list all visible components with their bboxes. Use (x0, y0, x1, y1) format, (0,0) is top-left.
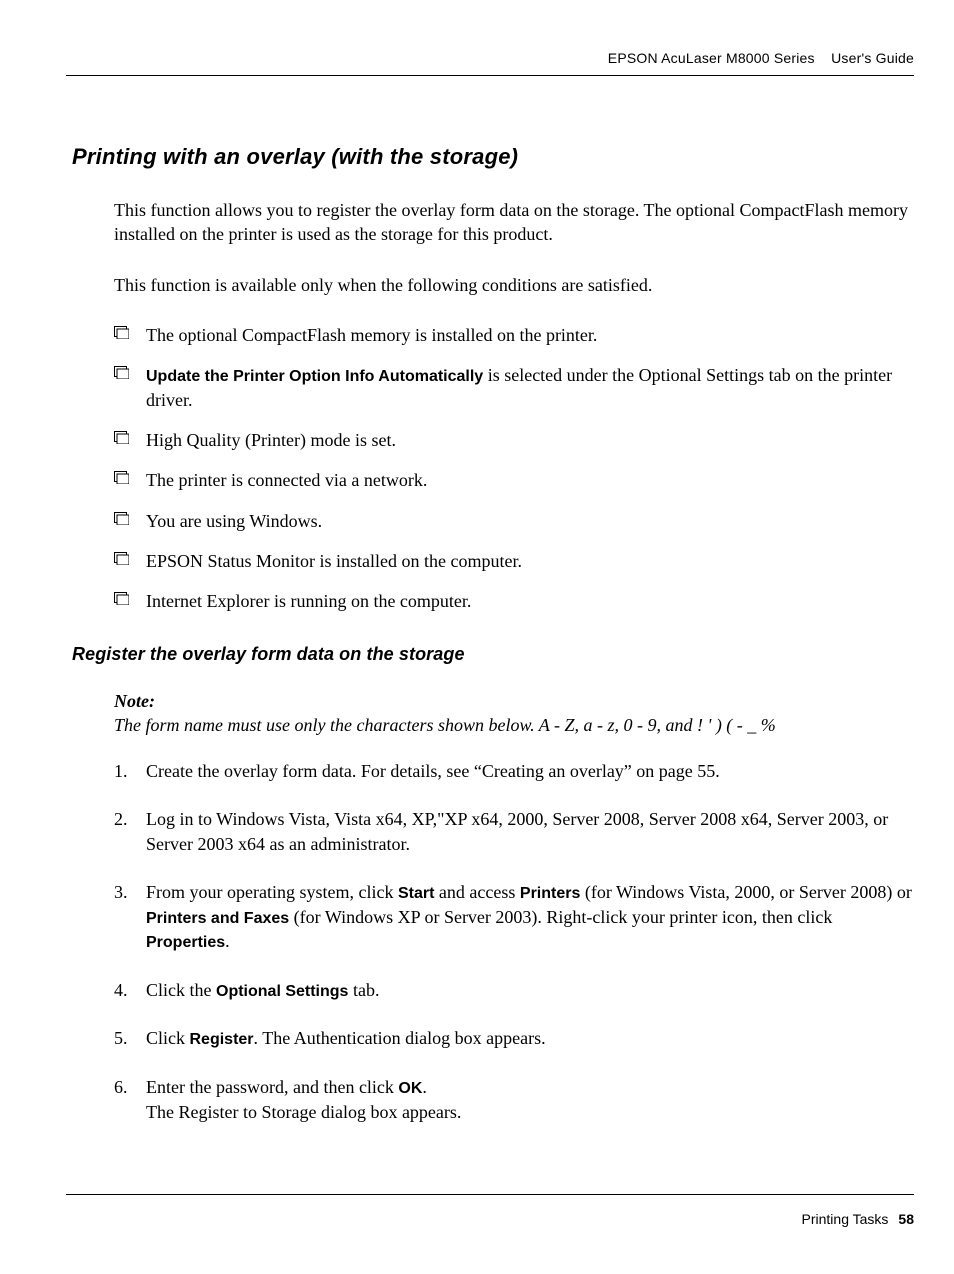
note-label: Note: (114, 689, 914, 713)
step-text: Log in to Windows Vista, Vista x64, XP,"… (146, 809, 888, 853)
header-text: EPSON AcuLaser M8000 Series User's Guide (608, 50, 914, 66)
list-item: EPSON Status Monitor is installed on the… (114, 549, 914, 573)
checkbox-icon (114, 471, 129, 484)
list-item: Update the Printer Option Info Automatic… (114, 363, 914, 412)
list-bold: Update the Printer Option Info Automatic… (146, 368, 483, 385)
step-bold: Start (398, 885, 434, 902)
step-bold: Optional Settings (216, 983, 348, 1000)
list-item: The optional CompactFlash memory is inst… (114, 323, 914, 347)
conditions-list: The optional CompactFlash memory is inst… (114, 323, 914, 614)
step-item: Click Register. The Authentication dialo… (114, 1026, 914, 1051)
note-block: Note: The form name must use only the ch… (114, 689, 914, 738)
header-product: EPSON AcuLaser M8000 Series (608, 50, 815, 66)
checkbox-icon (114, 326, 129, 339)
list-item: High Quality (Printer) mode is set. (114, 428, 914, 452)
list-item: Internet Explorer is running on the comp… (114, 589, 914, 613)
step-text: and access (434, 882, 519, 902)
list-item: The printer is connected via a network. (114, 468, 914, 492)
page-footer: Printing Tasks 58 (66, 1194, 914, 1234)
list-text: The optional CompactFlash memory is inst… (146, 325, 597, 345)
list-text: High Quality (Printer) mode is set. (146, 430, 396, 450)
page: EPSON AcuLaser M8000 Series User's Guide… (0, 0, 954, 1274)
footer-text: Printing Tasks 58 (802, 1211, 914, 1227)
content: Printing with an overlay (with the stora… (0, 76, 954, 1124)
step-item: Click the Optional Settings tab. (114, 978, 914, 1003)
step-text: Enter the password, and then click (146, 1077, 398, 1097)
checkbox-icon (114, 366, 129, 379)
step-bold: Register (190, 1031, 254, 1048)
step-text: Click the (146, 980, 216, 1000)
section-title: Printing with an overlay (with the stora… (72, 144, 914, 170)
checkbox-icon (114, 552, 129, 565)
intro-para-1: This function allows you to register the… (114, 198, 914, 247)
step-bold: Printers and Faxes (146, 910, 289, 927)
step-bold: Properties (146, 934, 225, 951)
step-text: From your operating system, click (146, 882, 398, 902)
step-text: (for Windows Vista, 2000, or Server 2008… (580, 882, 911, 902)
step-text: tab. (348, 980, 379, 1000)
header-doc-type: User's Guide (831, 50, 914, 66)
subsection-title: Register the overlay form data on the st… (72, 644, 914, 665)
step-item: Create the overlay form data. For detail… (114, 759, 914, 783)
list-item: You are using Windows. (114, 509, 914, 533)
step-item: From your operating system, click Start … (114, 880, 914, 954)
step-bold: Printers (520, 885, 580, 902)
step-bold: OK (398, 1080, 422, 1097)
step-item: Log in to Windows Vista, Vista x64, XP,"… (114, 807, 914, 856)
list-text: You are using Windows. (146, 511, 322, 531)
steps-list: Create the overlay form data. For detail… (114, 759, 914, 1124)
note-body: The form name must use only the characte… (114, 713, 914, 737)
checkbox-icon (114, 431, 129, 444)
step-text: Create the overlay form data. For detail… (146, 761, 720, 781)
list-text: Internet Explorer is running on the comp… (146, 591, 471, 611)
step-item: Enter the password, and then click OK. T… (114, 1075, 914, 1124)
step-text: (for Windows XP or Server 2003). Right-c… (289, 907, 832, 927)
step-text: . The Authentication dialog box appears. (254, 1028, 546, 1048)
step-text: Click (146, 1028, 190, 1048)
checkbox-icon (114, 592, 129, 605)
checkbox-icon (114, 512, 129, 525)
step-text: The Register to Storage dialog box appea… (146, 1102, 461, 1122)
page-header: EPSON AcuLaser M8000 Series User's Guide (66, 0, 914, 76)
footer-page-number: 58 (898, 1211, 914, 1227)
step-text: . (225, 931, 230, 951)
intro-para-2: This function is available only when the… (114, 273, 914, 297)
list-text: The printer is connected via a network. (146, 470, 427, 490)
footer-section: Printing Tasks (802, 1211, 889, 1227)
step-text: . (422, 1077, 427, 1097)
list-text: EPSON Status Monitor is installed on the… (146, 551, 522, 571)
